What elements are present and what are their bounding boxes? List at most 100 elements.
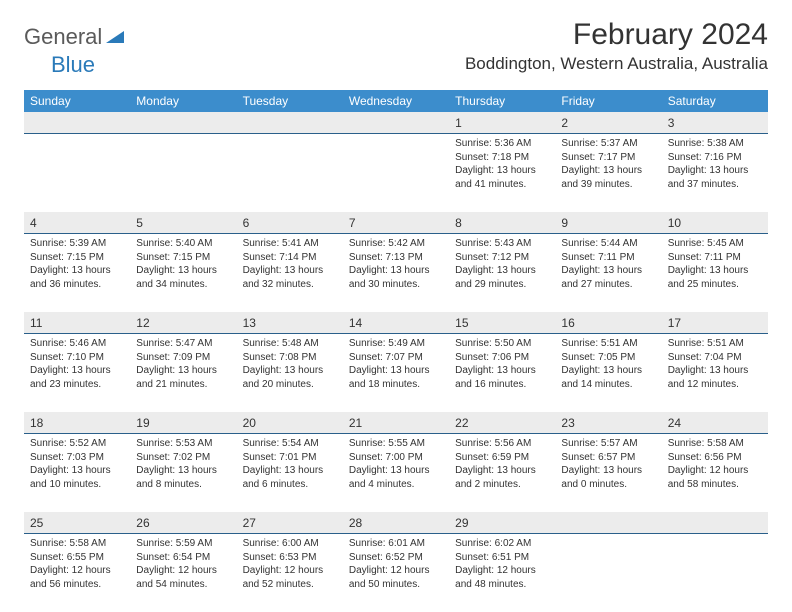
day-daylight: Daylight: 13 hours and 6 minutes. [243,464,337,491]
day-number-cell: 8 [449,212,555,233]
day-daylight: Daylight: 12 hours and 50 minutes. [349,564,443,591]
day-number: 2 [561,116,568,130]
day-number-cell: 29 [449,512,555,533]
day-daylight: Daylight: 13 hours and 23 minutes. [30,364,124,391]
weekday-header: Sunday [24,90,130,112]
day-number-row: 45678910 [24,212,768,234]
day-daylight: Daylight: 13 hours and 21 minutes. [136,364,230,391]
day-details: Sunrise: 5:45 AMSunset: 7:11 PMDaylight:… [668,237,762,291]
day-sunset: Sunset: 7:15 PM [30,251,124,265]
day-details: Sunrise: 6:01 AMSunset: 6:52 PMDaylight:… [349,537,443,591]
day-details-cell: Sunrise: 6:00 AMSunset: 6:53 PMDaylight:… [237,534,343,612]
day-number-cell: 15 [449,312,555,333]
day-details-row: Sunrise: 5:36 AMSunset: 7:18 PMDaylight:… [24,134,768,212]
day-number: 24 [668,416,681,430]
month-title: February 2024 [465,18,768,52]
weekday-header: Monday [130,90,236,112]
day-details: Sunrise: 5:52 AMSunset: 7:03 PMDaylight:… [30,437,124,491]
day-sunrise: Sunrise: 5:45 AM [668,237,762,251]
day-details-cell: Sunrise: 5:51 AMSunset: 7:05 PMDaylight:… [555,334,661,412]
day-number: 11 [30,316,42,330]
day-number-cell: 25 [24,512,130,533]
day-daylight: Daylight: 13 hours and 25 minutes. [668,264,762,291]
day-details: Sunrise: 5:39 AMSunset: 7:15 PMDaylight:… [30,237,124,291]
day-sunrise: Sunrise: 5:51 AM [668,337,762,351]
day-details: Sunrise: 5:57 AMSunset: 6:57 PMDaylight:… [561,437,655,491]
day-number-cell [130,112,236,133]
day-daylight: Daylight: 13 hours and 39 minutes. [561,164,655,191]
day-details: Sunrise: 5:38 AMSunset: 7:16 PMDaylight:… [668,137,762,191]
day-details-row: Sunrise: 5:58 AMSunset: 6:55 PMDaylight:… [24,534,768,612]
day-details-cell: Sunrise: 5:48 AMSunset: 7:08 PMDaylight:… [237,334,343,412]
day-daylight: Daylight: 13 hours and 36 minutes. [30,264,124,291]
day-sunset: Sunset: 7:02 PM [136,451,230,465]
day-details-row: Sunrise: 5:52 AMSunset: 7:03 PMDaylight:… [24,434,768,512]
day-daylight: Daylight: 12 hours and 56 minutes. [30,564,124,591]
day-details: Sunrise: 5:41 AMSunset: 7:14 PMDaylight:… [243,237,337,291]
day-number-cell: 18 [24,412,130,433]
day-sunset: Sunset: 7:00 PM [349,451,443,465]
day-sunrise: Sunrise: 5:53 AM [136,437,230,451]
day-details-cell: Sunrise: 5:42 AMSunset: 7:13 PMDaylight:… [343,234,449,312]
day-daylight: Daylight: 13 hours and 29 minutes. [455,264,549,291]
day-details-cell [662,534,768,612]
day-details-cell [237,134,343,212]
day-number-cell: 9 [555,212,661,233]
day-sunset: Sunset: 6:55 PM [30,551,124,565]
day-number-row: 123 [24,112,768,134]
day-details: Sunrise: 5:48 AMSunset: 7:08 PMDaylight:… [243,337,337,391]
day-details-cell [130,134,236,212]
day-daylight: Daylight: 13 hours and 12 minutes. [668,364,762,391]
day-sunset: Sunset: 7:05 PM [561,351,655,365]
day-details: Sunrise: 5:42 AMSunset: 7:13 PMDaylight:… [349,237,443,291]
day-details: Sunrise: 5:46 AMSunset: 7:10 PMDaylight:… [30,337,124,391]
day-sunset: Sunset: 7:12 PM [455,251,549,265]
weekday-header: Friday [555,90,661,112]
day-sunset: Sunset: 7:08 PM [243,351,337,365]
weekday-header: Saturday [662,90,768,112]
day-number: 8 [455,216,462,230]
day-sunrise: Sunrise: 5:38 AM [668,137,762,151]
day-details: Sunrise: 5:54 AMSunset: 7:01 PMDaylight:… [243,437,337,491]
day-details: Sunrise: 5:43 AMSunset: 7:12 PMDaylight:… [455,237,549,291]
day-sunset: Sunset: 7:14 PM [243,251,337,265]
day-sunset: Sunset: 7:13 PM [349,251,443,265]
day-details: Sunrise: 5:56 AMSunset: 6:59 PMDaylight:… [455,437,549,491]
day-details: Sunrise: 5:58 AMSunset: 6:56 PMDaylight:… [668,437,762,491]
day-details-cell: Sunrise: 5:44 AMSunset: 7:11 PMDaylight:… [555,234,661,312]
day-sunrise: Sunrise: 5:59 AM [136,537,230,551]
day-number: 12 [136,316,149,330]
day-number-cell: 6 [237,212,343,233]
day-number: 21 [349,416,362,430]
day-sunrise: Sunrise: 5:42 AM [349,237,443,251]
title-block: February 2024 Boddington, Western Austra… [465,18,768,80]
day-number-row: 2526272829 [24,512,768,534]
day-number: 27 [243,516,256,530]
day-number-cell: 10 [662,212,768,233]
day-daylight: Daylight: 12 hours and 58 minutes. [668,464,762,491]
day-number-cell: 4 [24,212,130,233]
weekday-header: Tuesday [237,90,343,112]
day-number-cell: 23 [555,412,661,433]
day-number-cell: 2 [555,112,661,133]
day-sunset: Sunset: 7:10 PM [30,351,124,365]
day-number: 19 [136,416,149,430]
day-number-cell: 14 [343,312,449,333]
day-daylight: Daylight: 13 hours and 34 minutes. [136,264,230,291]
day-daylight: Daylight: 13 hours and 8 minutes. [136,464,230,491]
brand-name-b: Blue [51,52,95,77]
day-number: 5 [136,216,143,230]
day-details: Sunrise: 5:44 AMSunset: 7:11 PMDaylight:… [561,237,655,291]
day-details-cell: Sunrise: 5:53 AMSunset: 7:02 PMDaylight:… [130,434,236,512]
day-number: 6 [243,216,250,230]
day-daylight: Daylight: 13 hours and 20 minutes. [243,364,337,391]
location-subtitle: Boddington, Western Australia, Australia [465,54,768,74]
day-details-cell: Sunrise: 5:54 AMSunset: 7:01 PMDaylight:… [237,434,343,512]
day-sunset: Sunset: 7:16 PM [668,151,762,165]
day-sunrise: Sunrise: 5:49 AM [349,337,443,351]
day-sunset: Sunset: 7:15 PM [136,251,230,265]
day-number-cell [662,512,768,533]
brand-name-a: General [24,24,102,50]
day-sunrise: Sunrise: 5:39 AM [30,237,124,251]
day-sunrise: Sunrise: 5:43 AM [455,237,549,251]
